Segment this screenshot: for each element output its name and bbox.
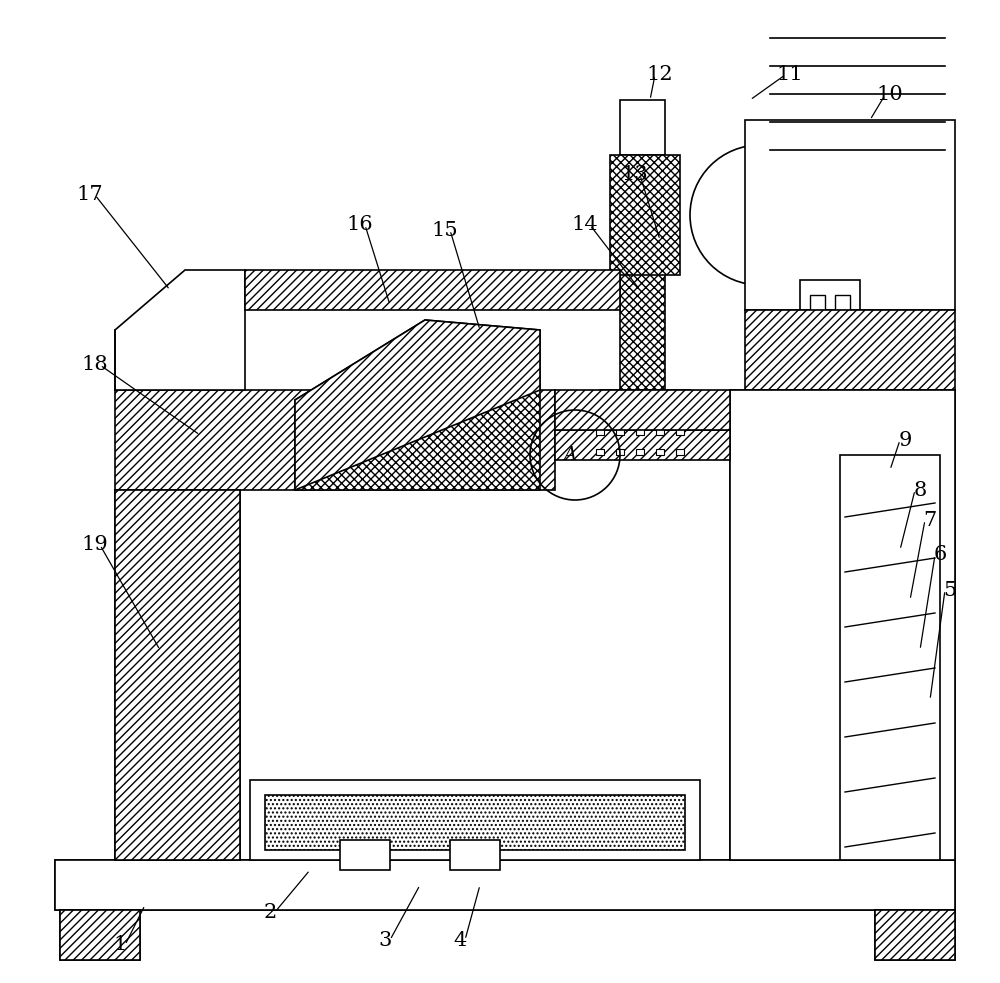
Text: 6: 6 [933, 546, 947, 564]
Bar [800, 280, 860, 310]
Text: 18: 18 [82, 356, 108, 375]
Polygon shape [60, 910, 140, 960]
Bar [676, 449, 684, 455]
Text: 10: 10 [877, 86, 903, 104]
Polygon shape [265, 795, 685, 850]
Text: 11: 11 [777, 66, 803, 85]
Polygon shape [295, 320, 540, 490]
Bar [55, 860, 955, 910]
Polygon shape [115, 270, 245, 390]
Polygon shape [600, 390, 690, 430]
Polygon shape [875, 910, 955, 960]
Polygon shape [115, 490, 240, 860]
Polygon shape [745, 310, 955, 390]
Bar [636, 449, 644, 455]
Bar [875, 910, 955, 960]
Polygon shape [55, 860, 955, 910]
Text: 19: 19 [82, 536, 108, 554]
Text: 13: 13 [622, 165, 648, 185]
Bar [656, 449, 664, 455]
Text: 16: 16 [347, 215, 373, 235]
Polygon shape [555, 430, 730, 460]
Polygon shape [745, 120, 955, 310]
Text: 5: 5 [943, 581, 957, 600]
Text: 2: 2 [263, 902, 277, 921]
Bar [656, 429, 664, 435]
Bar [450, 840, 500, 870]
Polygon shape [555, 390, 730, 430]
Polygon shape [295, 320, 540, 490]
Text: 9: 9 [898, 431, 912, 449]
Text: 3: 3 [378, 931, 392, 950]
Polygon shape [115, 390, 555, 490]
Text: 8: 8 [913, 481, 927, 499]
Bar [835, 295, 850, 310]
Bar [596, 429, 604, 435]
Polygon shape [610, 155, 680, 275]
Polygon shape [115, 490, 240, 860]
Bar [676, 429, 684, 435]
Bar [616, 449, 624, 455]
Text: 15: 15 [432, 220, 458, 240]
Polygon shape [840, 455, 940, 860]
Bar [730, 390, 955, 860]
Text: 1: 1 [113, 936, 127, 954]
Text: 12: 12 [647, 66, 673, 85]
Bar [616, 429, 624, 435]
Text: A: A [564, 446, 576, 464]
Bar [636, 429, 644, 435]
Polygon shape [730, 390, 955, 860]
Polygon shape [245, 270, 620, 310]
Polygon shape [250, 780, 700, 860]
Text: 4: 4 [453, 931, 467, 950]
Bar [810, 295, 825, 310]
Bar [60, 910, 140, 960]
Bar [340, 840, 390, 870]
Bar [596, 449, 604, 455]
Text: 17: 17 [77, 186, 103, 204]
Polygon shape [620, 155, 665, 390]
Polygon shape [620, 100, 665, 155]
Text: 14: 14 [572, 215, 598, 235]
Text: 7: 7 [923, 510, 937, 530]
